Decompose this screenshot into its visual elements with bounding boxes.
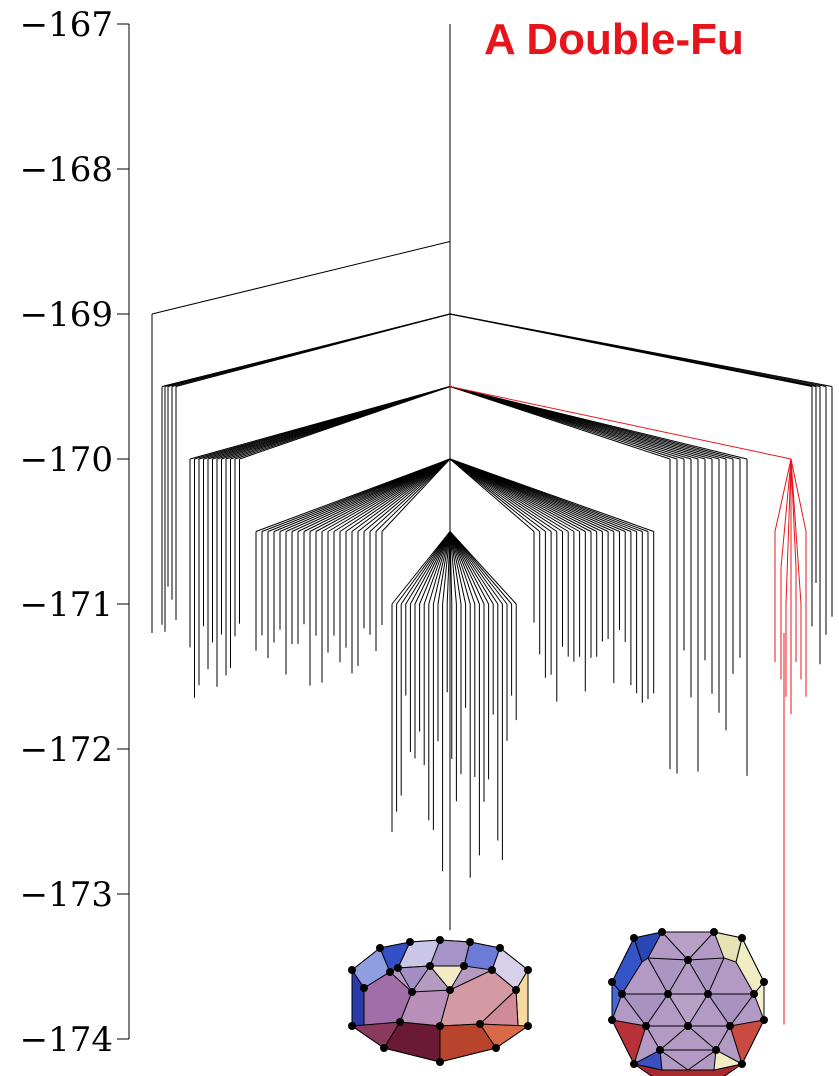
highlight-branch <box>790 458 807 532</box>
branch <box>442 531 451 605</box>
branch <box>449 531 517 605</box>
branch <box>375 458 451 532</box>
highlight-branch <box>785 458 792 605</box>
branch <box>321 458 451 532</box>
branch <box>239 386 451 460</box>
branch <box>449 531 490 605</box>
branch <box>400 531 451 605</box>
branch <box>449 458 541 532</box>
branch <box>449 531 499 605</box>
branch <box>409 531 451 605</box>
branch <box>363 458 451 532</box>
y-axis: −167 −168 −169 −170 −171 −172 −173 −174 <box>20 5 130 1060</box>
branch <box>381 458 451 532</box>
branch <box>414 531 451 605</box>
branch <box>449 458 535 532</box>
branch <box>333 458 451 532</box>
branch <box>405 531 451 605</box>
branch <box>449 531 467 605</box>
branch <box>449 531 471 605</box>
polyhedron-top-view-icon <box>608 928 768 1076</box>
highlight-branch <box>774 458 792 532</box>
branch <box>351 458 451 532</box>
y-tick-label: −173 <box>20 875 113 915</box>
branch <box>151 241 451 315</box>
branch <box>432 531 451 605</box>
branch <box>419 531 451 605</box>
chart-title: A Double-Fu <box>484 15 744 64</box>
branch <box>449 458 558 532</box>
tree-branches <box>151 24 833 931</box>
polyhedron-side-view-icon <box>348 936 532 1066</box>
highlight-branch <box>780 458 792 568</box>
branch <box>327 458 451 532</box>
y-tick-label: −174 <box>20 1020 113 1060</box>
branch <box>449 531 453 605</box>
y-tick-label: −169 <box>20 295 113 335</box>
branch <box>428 531 451 605</box>
branch <box>449 531 457 605</box>
branch <box>357 458 451 532</box>
branch <box>175 313 451 387</box>
branch <box>449 531 485 605</box>
highlighted-branch <box>449 386 807 1025</box>
y-tick-label: −171 <box>20 585 113 625</box>
branch <box>423 531 451 605</box>
y-tick-label: −167 <box>20 5 113 45</box>
branch <box>449 313 833 387</box>
branch <box>345 458 451 532</box>
branch <box>446 531 451 605</box>
branch <box>449 458 546 532</box>
y-tick-label: −168 <box>20 150 113 190</box>
branch <box>449 531 508 605</box>
branch <box>437 531 451 605</box>
branch <box>391 531 451 605</box>
branch <box>449 531 480 605</box>
branch <box>449 531 512 605</box>
branch <box>339 458 451 532</box>
branch <box>449 386 748 460</box>
branch <box>449 531 503 605</box>
y-tick-label: −172 <box>20 730 113 770</box>
highlight-branch <box>790 458 802 605</box>
branch <box>449 531 494 605</box>
branch <box>449 458 552 532</box>
branch <box>449 458 654 532</box>
y-tick-label: −170 <box>20 440 113 480</box>
branch <box>449 531 476 605</box>
highlight-branch <box>449 386 792 460</box>
branch <box>396 531 451 605</box>
branch <box>369 458 451 532</box>
branch <box>449 531 462 605</box>
